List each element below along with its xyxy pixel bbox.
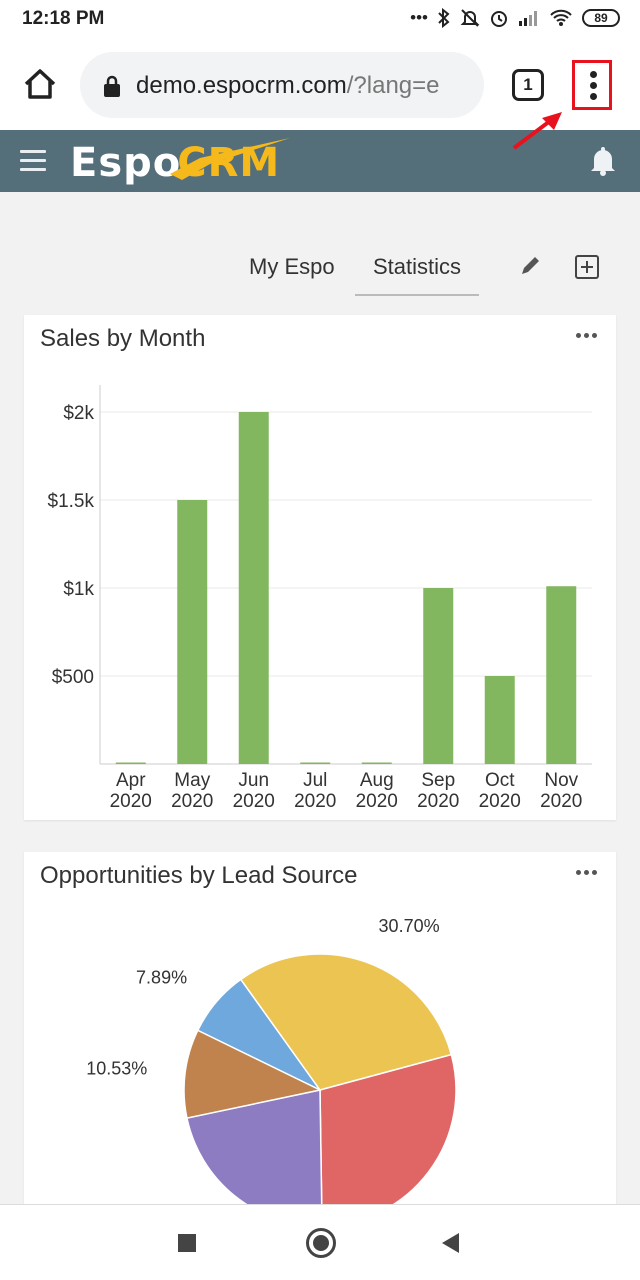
add-dashlet-icon[interactable] bbox=[575, 255, 599, 279]
lock-icon bbox=[104, 75, 120, 97]
status-bar: 12:18 PM ••• 89 bbox=[0, 0, 640, 40]
x-tick-label: Oct bbox=[485, 770, 515, 791]
tab-my-espo[interactable]: My Espo bbox=[249, 254, 335, 279]
bar[interactable] bbox=[177, 500, 208, 764]
hamburger-menu-icon[interactable] bbox=[20, 150, 46, 172]
notification-bell-icon[interactable] bbox=[590, 146, 616, 176]
x-tick-label: 2020 bbox=[417, 791, 459, 812]
logo-espo-text: Espo bbox=[70, 140, 182, 186]
y-tick-label: $500 bbox=[52, 667, 94, 688]
menu-dot bbox=[590, 71, 597, 78]
system-nav-bar bbox=[0, 1204, 640, 1280]
dashlet-menu-icon[interactable] bbox=[576, 870, 598, 878]
x-tick-label: Aug bbox=[360, 770, 394, 791]
pie-slice[interactable] bbox=[183, 1029, 323, 1119]
menu-dot bbox=[590, 93, 597, 100]
home-icon[interactable] bbox=[18, 62, 62, 106]
home-button[interactable] bbox=[306, 1228, 336, 1258]
pie-slice[interactable] bbox=[239, 953, 453, 1091]
bar[interactable] bbox=[546, 586, 577, 764]
x-tick-label: Apr bbox=[116, 770, 146, 791]
status-icons: ••• 89 bbox=[410, 8, 620, 28]
x-tick-label: May bbox=[174, 770, 210, 791]
x-tick-label: Jul bbox=[303, 770, 327, 791]
alarm-icon bbox=[491, 11, 507, 27]
pie-label: 7.89% bbox=[136, 968, 187, 988]
more-dots: ••• bbox=[410, 8, 428, 27]
browser-toolbar: demo.espocrm.com/?lang=e 1 bbox=[0, 40, 640, 130]
url-text: demo.espocrm.com/?lang=e bbox=[136, 72, 476, 100]
pie-slice[interactable] bbox=[319, 1053, 457, 1212]
y-tick-label: $2k bbox=[63, 403, 94, 424]
bar[interactable] bbox=[238, 412, 269, 764]
mute-icon bbox=[460, 9, 480, 27]
x-tick-label: Jun bbox=[238, 770, 269, 791]
recent-apps-button[interactable] bbox=[178, 1234, 196, 1252]
annotation-arrow-icon bbox=[512, 112, 562, 150]
tab-statistics[interactable]: Statistics bbox=[355, 254, 480, 296]
battery-icon: 89 bbox=[582, 9, 620, 27]
url-host: demo.espocrm.com bbox=[136, 72, 347, 99]
pie-slice[interactable] bbox=[186, 1089, 323, 1212]
bar[interactable] bbox=[484, 676, 515, 764]
bluetooth-icon bbox=[438, 8, 450, 28]
bar[interactable] bbox=[361, 762, 392, 765]
bar[interactable] bbox=[300, 762, 331, 765]
back-button[interactable] bbox=[442, 1233, 459, 1253]
pie-label: 30.70% bbox=[379, 916, 440, 936]
lead-source-pie-chart: 7.89%30.70%21.93%10.53% bbox=[86, 916, 457, 1212]
pie-label: 10.53% bbox=[86, 1059, 147, 1079]
x-tick-label: 2020 bbox=[294, 791, 336, 812]
status-time: 12:18 PM bbox=[22, 8, 105, 29]
signal-icon bbox=[519, 11, 537, 26]
x-tick-label: 2020 bbox=[356, 791, 398, 812]
menu-dot bbox=[590, 82, 597, 89]
bar[interactable] bbox=[115, 762, 146, 765]
x-tick-label: 2020 bbox=[171, 791, 213, 812]
sales-by-month-dashlet: Sales by Month $500 $1k $1.5k $2k Apr 2020 May… bbox=[24, 315, 616, 820]
bar[interactable] bbox=[423, 588, 454, 764]
x-tick-label: Nov bbox=[544, 770, 578, 791]
y-tick-label: $1k bbox=[63, 579, 94, 600]
x-tick-label: 2020 bbox=[233, 791, 275, 812]
url-path: /?lang=e bbox=[346, 72, 440, 99]
sales-bar-chart: $500$1k$1.5k$2kApr2020May2020Jun2020Jul2… bbox=[48, 385, 592, 812]
dashlet-title: Sales by Month bbox=[40, 325, 206, 352]
dashlet-title: Opportunities by Lead Source bbox=[40, 862, 358, 889]
tab-switcher-button[interactable]: 1 bbox=[512, 69, 544, 101]
x-tick-label: 2020 bbox=[540, 791, 582, 812]
x-tick-label: 2020 bbox=[479, 791, 521, 812]
opportunities-by-lead-source-dashlet: Opportunities by Lead Source 7.89% 30.70%… bbox=[24, 852, 616, 1212]
y-tick-label: $1.5k bbox=[48, 491, 95, 512]
url-bar[interactable]: demo.espocrm.com/?lang=e bbox=[80, 52, 484, 118]
x-tick-label: Sep bbox=[421, 770, 455, 791]
x-tick-label: 2020 bbox=[110, 791, 152, 812]
logo-swoosh-icon bbox=[170, 138, 290, 180]
edit-pencil-icon[interactable] bbox=[518, 254, 542, 278]
dashboard-tabs: My Espo Statistics bbox=[0, 240, 640, 300]
browser-menu-button[interactable] bbox=[572, 60, 612, 110]
wifi-icon bbox=[550, 9, 572, 26]
dashlet-menu-icon[interactable] bbox=[576, 333, 598, 341]
